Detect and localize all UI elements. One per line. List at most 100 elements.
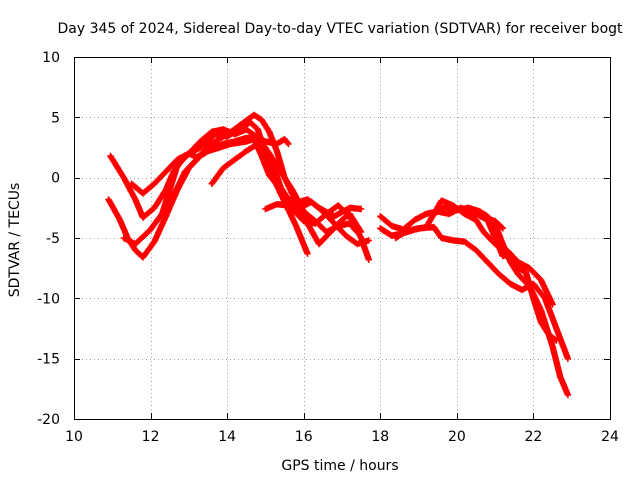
- x-tick-label: 24: [601, 429, 619, 445]
- data-point: [168, 188, 171, 191]
- data-point: [337, 204, 340, 207]
- y-axis-label: SDTVAR / TECUs: [7, 183, 23, 298]
- data-point: [134, 249, 137, 251]
- data-point: [142, 192, 144, 195]
- data-point: [272, 164, 274, 167]
- data-series-group: [105, 111, 572, 399]
- data-point: [153, 207, 156, 209]
- data-point: [283, 138, 286, 140]
- data-point: [417, 227, 420, 230]
- data-point: [199, 140, 202, 143]
- data-point: [559, 376, 561, 378]
- data-point: [486, 261, 489, 263]
- data-point: [463, 208, 466, 210]
- data-point: [348, 207, 351, 209]
- data-point: [540, 309, 542, 312]
- data-point: [109, 155, 112, 157]
- data-point: [123, 176, 125, 179]
- data-point: [176, 158, 179, 161]
- data-point: [482, 231, 485, 233]
- data-point: [551, 303, 554, 306]
- data-point: [245, 150, 248, 152]
- data-point: [517, 267, 519, 270]
- data-point: [525, 271, 527, 273]
- data-point: [540, 279, 542, 282]
- data-point: [306, 252, 309, 255]
- data-point: [502, 255, 504, 257]
- data-point: [509, 283, 512, 285]
- data-point: [276, 143, 278, 145]
- data-point: [494, 223, 496, 226]
- data-point: [325, 231, 328, 233]
- data-point: [532, 283, 535, 285]
- data-point: [153, 240, 156, 243]
- data-point: [567, 394, 569, 396]
- data-point: [440, 237, 443, 239]
- data-point: [142, 216, 144, 219]
- data-point: [551, 345, 554, 348]
- data-point: [379, 227, 382, 230]
- data-point: [130, 182, 133, 185]
- data-point: [234, 133, 236, 135]
- data-point: [253, 114, 255, 116]
- data-point: [502, 227, 504, 230]
- series-markers: [461, 205, 560, 344]
- data-point: [494, 237, 496, 239]
- data-point: [176, 164, 179, 167]
- data-point: [433, 213, 435, 215]
- data-point: [222, 128, 225, 131]
- series-track-4: [128, 134, 292, 197]
- data-point: [222, 167, 225, 169]
- data-point: [456, 209, 458, 211]
- data-point: [299, 201, 301, 203]
- data-point: [444, 205, 447, 208]
- data-point: [188, 152, 190, 155]
- data-point: [245, 137, 248, 139]
- axis-ticks: 10 12 14 16 18 20 22 24 -20 -15 -10 -5 0 5 10: [37, 50, 619, 445]
- data-point: [302, 210, 305, 213]
- data-point: [440, 199, 443, 202]
- data-point: [268, 131, 271, 133]
- data-point: [528, 267, 531, 270]
- data-point: [107, 198, 110, 201]
- y-tick-label: -20: [37, 412, 60, 428]
- data-point: [153, 182, 156, 185]
- data-point: [406, 230, 408, 232]
- data-point: [230, 143, 232, 145]
- data-point: [234, 158, 236, 161]
- data-point: [264, 208, 267, 210]
- data-point: [279, 186, 282, 189]
- data-point: [341, 219, 343, 221]
- data-point: [161, 213, 163, 215]
- data-point: [391, 225, 393, 227]
- data-point: [218, 146, 221, 149]
- data-point: [509, 252, 512, 255]
- data-point: [314, 220, 317, 222]
- data-point: [295, 225, 297, 227]
- data-point: [211, 182, 213, 185]
- data-point: [268, 174, 271, 177]
- data-point: [532, 297, 535, 300]
- data-point: [287, 198, 290, 201]
- x-tick-label: 10: [65, 429, 83, 445]
- data-point: [134, 243, 137, 245]
- data-point: [348, 222, 351, 225]
- data-point: [475, 219, 477, 221]
- data-point: [207, 145, 209, 148]
- data-point: [555, 339, 558, 342]
- data-point: [287, 204, 290, 207]
- data-point: [360, 208, 362, 210]
- data-point: [149, 228, 152, 231]
- data-point: [165, 188, 167, 191]
- x-tick-label: 20: [448, 429, 466, 445]
- y-tick-label: 5: [51, 110, 60, 126]
- data-point: [509, 261, 512, 263]
- data-point: [184, 170, 186, 173]
- data-point: [394, 237, 397, 239]
- data-point: [306, 222, 309, 225]
- data-point: [502, 243, 504, 245]
- data-point: [318, 243, 320, 245]
- data-point: [276, 203, 278, 205]
- data-point: [199, 146, 202, 149]
